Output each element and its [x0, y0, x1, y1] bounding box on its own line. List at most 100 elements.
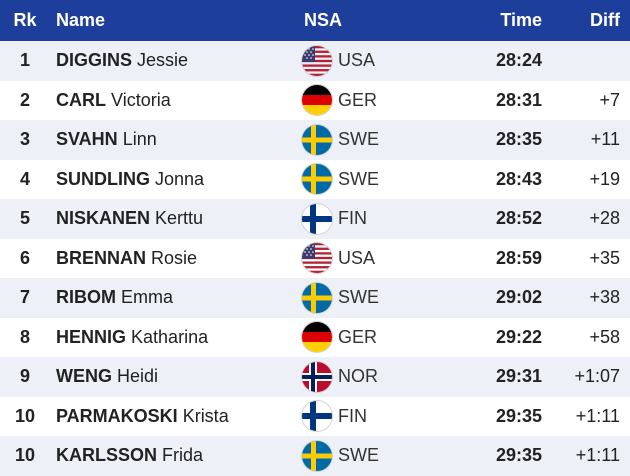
nsa-cell: SWE	[300, 160, 450, 200]
athlete-last-name: PARMAKOSKI	[56, 405, 178, 426]
athlete-name-cell: KARLSSON Frida	[50, 436, 300, 476]
diff-cell: +1:11	[575, 405, 620, 426]
rank-cell: 1	[19, 50, 30, 71]
athlete-name-cell: DIGGINS Jessie	[50, 41, 300, 81]
rank-cell: 10	[14, 445, 36, 466]
germany-flag-icon	[302, 85, 332, 116]
athlete-name-cell: RIBOM Emma	[50, 278, 300, 318]
athlete-first-name: Katharina	[131, 326, 209, 347]
nsa-code: GER	[338, 89, 378, 110]
rank-cell: 5	[19, 208, 30, 229]
time-cell: 28:31	[495, 89, 542, 110]
table-row[interactable]: 8 HENNIG Katharina GER 29:22 +58	[0, 317, 630, 358]
athlete-last-name: DIGGINS	[56, 50, 133, 71]
athlete-last-name: SVAHN	[56, 129, 118, 150]
nsa-cell: FIN	[300, 397, 450, 437]
athlete-first-name: Krista	[182, 405, 229, 426]
time-cell: 29:35	[495, 445, 542, 466]
sweden-flag-icon	[302, 282, 332, 313]
nsa-cell: USA	[300, 41, 450, 81]
nsa-code: SWE	[338, 129, 380, 150]
rank-cell: 10	[14, 405, 36, 426]
table-row[interactable]: 4 SUNDLING Jonna SWE 28:43 +19	[0, 159, 630, 200]
rank-cell: 6	[19, 247, 30, 268]
athlete-last-name: SUNDLING	[56, 168, 150, 189]
table-row[interactable]: 1 DIGGINS Jessie USA 28:24	[0, 41, 630, 81]
header-diff: Diff	[590, 10, 620, 30]
nsa-cell: USA	[300, 239, 450, 279]
diff-cell: +1:07	[574, 366, 620, 387]
time-cell: 29:31	[495, 366, 542, 387]
results-header: Rk Name NSA Time Diff	[0, 0, 630, 41]
nsa-cell: SWE	[300, 436, 450, 476]
nsa-code: FIN	[338, 405, 367, 426]
germany-flag-icon	[302, 322, 332, 353]
nsa-cell: FIN	[300, 199, 450, 239]
athlete-name-cell: SVAHN Linn	[50, 120, 300, 160]
diff-cell: +58	[589, 326, 620, 347]
athlete-first-name: Heidi	[117, 366, 159, 387]
table-row[interactable]: 6 BRENNAN Rosie USA 28:59 +35	[0, 238, 630, 279]
athlete-name-cell: CARL Victoria	[50, 81, 300, 121]
rank-cell: 9	[19, 366, 30, 387]
athlete-last-name: NISKANEN	[56, 208, 151, 229]
diff-cell: +7	[599, 89, 620, 110]
athlete-last-name: RIBOM	[56, 287, 116, 308]
nsa-cell: GER	[300, 318, 450, 358]
diff-cell: +35	[589, 247, 620, 268]
athlete-first-name: Kerttu	[155, 208, 204, 229]
athlete-first-name: Linn	[122, 129, 157, 150]
athlete-name-cell: BRENNAN Rosie	[50, 239, 300, 279]
athlete-first-name: Victoria	[111, 89, 171, 110]
nsa-code: NOR	[338, 366, 378, 387]
nsa-code: GER	[338, 326, 378, 347]
rank-cell: 7	[19, 287, 30, 308]
athlete-first-name: Frida	[162, 445, 204, 466]
rank-cell: 2	[19, 89, 30, 110]
table-row[interactable]: 10 PARMAKOSKI Krista FIN 29:35 +1:11	[0, 396, 630, 437]
rank-cell: 8	[19, 326, 30, 347]
usa-flag-icon	[302, 45, 332, 76]
time-cell: 28:24	[495, 50, 542, 71]
header-nsa: NSA	[304, 10, 343, 30]
time-cell: 29:22	[495, 326, 542, 347]
table-row[interactable]: 7 RIBOM Emma SWE 29:02 +38	[0, 278, 630, 318]
athlete-last-name: WENG	[56, 366, 112, 387]
nsa-code: SWE	[338, 287, 380, 308]
time-cell: 28:43	[495, 168, 542, 189]
diff-cell: +28	[589, 208, 620, 229]
athlete-name-cell: NISKANEN Kerttu	[50, 199, 300, 239]
athlete-first-name: Rosie	[151, 247, 198, 268]
athlete-last-name: BRENNAN	[56, 247, 146, 268]
table-row[interactable]: 9 WENG Heidi NOR 29:31 +1:07	[0, 357, 630, 397]
table-row[interactable]: 10 KARLSSON Frida SWE 29:35 +1:11	[0, 436, 630, 476]
table-row[interactable]: 3 SVAHN Linn SWE 28:35 +11	[0, 120, 630, 160]
diff-cell: +19	[589, 168, 620, 189]
rank-cell: 4	[19, 168, 30, 189]
nsa-code: USA	[338, 247, 376, 268]
diff-cell: +1:11	[575, 445, 620, 466]
time-cell: 28:59	[495, 247, 542, 268]
nsa-cell: SWE	[300, 278, 450, 318]
athlete-name-cell: HENNIG Katharina	[50, 318, 300, 358]
table-row[interactable]: 5 NISKANEN Kerttu FIN 28:52 +28	[0, 199, 630, 239]
header-rank: Rk	[13, 10, 37, 30]
time-cell: 29:02	[495, 287, 542, 308]
athlete-last-name: CARL	[56, 89, 106, 110]
finland-flag-icon	[302, 401, 332, 432]
athlete-last-name: HENNIG	[56, 326, 127, 347]
athlete-first-name: Emma	[121, 287, 174, 308]
athlete-name-cell: PARMAKOSKI Krista	[50, 397, 300, 437]
time-cell: 28:52	[495, 208, 542, 229]
table-row[interactable]: 2 CARL Victoria GER 28:31 +7	[0, 80, 630, 121]
time-cell: 29:35	[495, 405, 542, 426]
finland-flag-icon	[302, 203, 332, 234]
diff-cell: +11	[590, 129, 620, 150]
sweden-flag-icon	[302, 440, 332, 471]
nsa-cell: SWE	[300, 120, 450, 160]
diff-cell	[550, 41, 630, 81]
nsa-cell: NOR	[300, 357, 450, 397]
nsa-code: SWE	[338, 445, 380, 466]
athlete-first-name: Jessie	[137, 50, 189, 71]
